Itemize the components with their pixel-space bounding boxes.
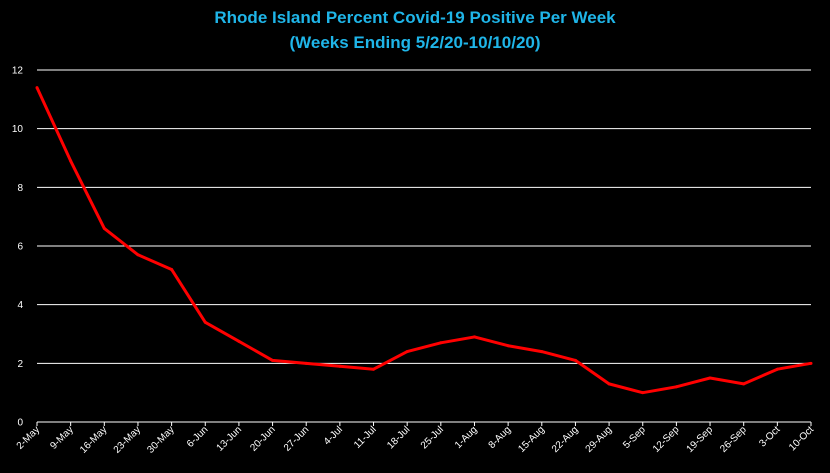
data-point bbox=[136, 253, 140, 257]
data-point bbox=[304, 361, 308, 365]
x-tick-label: 10-Oct bbox=[787, 424, 816, 453]
data-point bbox=[203, 320, 207, 324]
x-tick-label: 1-Aug bbox=[453, 424, 480, 451]
x-tick-label: 13-Jun bbox=[215, 424, 244, 453]
data-point bbox=[573, 358, 577, 362]
data-point bbox=[607, 382, 611, 386]
x-tick-label: 15-Aug bbox=[516, 424, 547, 455]
x-tick-label: 16-May bbox=[78, 424, 109, 455]
x-tick-label: 27-Jun bbox=[282, 424, 311, 453]
data-point bbox=[472, 335, 476, 339]
x-tick-label: 26-Sep bbox=[718, 424, 749, 455]
x-tick-label: 8-Aug bbox=[487, 424, 514, 451]
data-point bbox=[775, 367, 779, 371]
data-point bbox=[641, 391, 645, 395]
x-tick-label: 6-Jun bbox=[185, 424, 210, 449]
data-point bbox=[102, 226, 106, 230]
x-tick-label: 30-May bbox=[145, 424, 176, 455]
y-tick-label: 0 bbox=[17, 418, 23, 429]
data-point bbox=[237, 339, 241, 343]
chart-subtitle: (Weeks Ending 5/2/20-10/10/20) bbox=[289, 33, 541, 52]
x-tick-label: 11-Jul bbox=[352, 424, 379, 451]
x-tick-label: 9-May bbox=[48, 424, 75, 451]
y-tick-label: 10 bbox=[12, 124, 24, 135]
y-tick-label: 4 bbox=[17, 300, 23, 311]
data-point bbox=[271, 358, 275, 362]
data-point bbox=[540, 350, 544, 354]
x-tick-label: 22-Aug bbox=[550, 424, 581, 455]
y-tick-label: 12 bbox=[12, 66, 24, 77]
x-tick-label: 19-Sep bbox=[685, 424, 716, 455]
data-point bbox=[708, 376, 712, 380]
x-tick-label: 5-Sep bbox=[621, 424, 648, 451]
y-tick-label: 8 bbox=[17, 183, 23, 194]
data-point bbox=[372, 367, 376, 371]
x-tick-label: 25-Jul bbox=[419, 424, 446, 451]
data-point bbox=[674, 385, 678, 389]
data-point bbox=[35, 86, 39, 90]
x-tick-label: 20-Jun bbox=[248, 424, 277, 453]
x-tick-label: 3-Oct bbox=[757, 424, 782, 449]
data-point bbox=[69, 159, 73, 163]
data-point bbox=[809, 361, 813, 365]
chart-title: Rhode Island Percent Covid-19 Positive P… bbox=[214, 8, 616, 27]
data-point bbox=[439, 341, 443, 345]
x-tick-label: 29-Aug bbox=[584, 424, 615, 455]
x-tick-label: 23-May bbox=[112, 424, 143, 455]
data-point bbox=[506, 344, 510, 348]
x-tick-label: 12-Sep bbox=[651, 424, 682, 455]
data-point bbox=[405, 350, 409, 354]
x-tick-label: 4-Jul bbox=[322, 424, 345, 447]
data-point bbox=[338, 364, 342, 368]
data-point bbox=[742, 382, 746, 386]
x-tick-label: 18-Jul bbox=[385, 424, 412, 451]
y-tick-label: 6 bbox=[17, 242, 23, 253]
data-point bbox=[170, 267, 174, 271]
series-line bbox=[35, 86, 812, 395]
y-tick-label: 2 bbox=[17, 359, 23, 370]
